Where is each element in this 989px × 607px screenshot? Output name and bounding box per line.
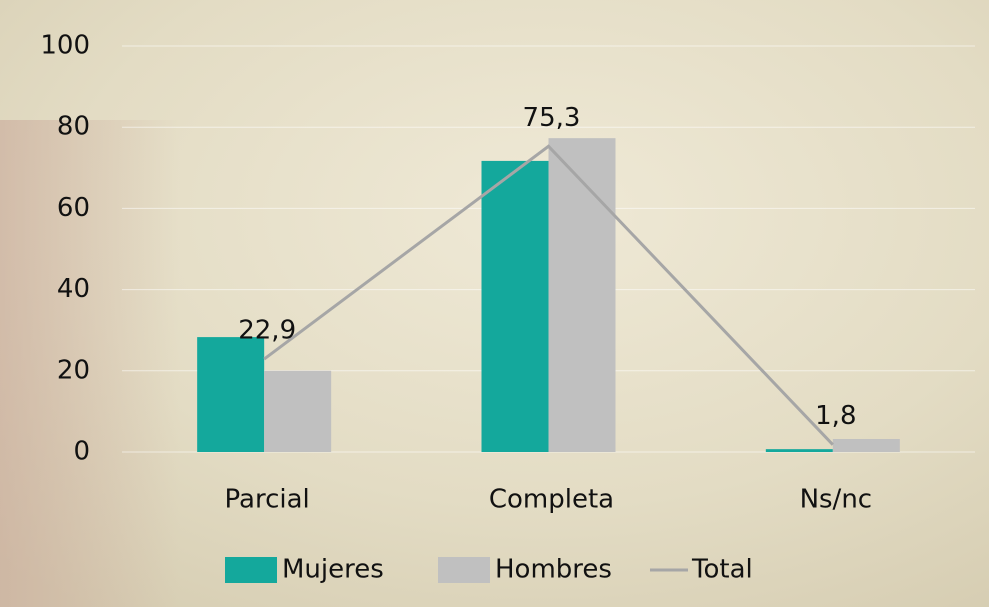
background-shade [0,120,180,607]
legend-label: Total [691,555,753,585]
bar [833,439,900,452]
data-label: 22,9 [238,316,296,346]
bar [264,371,331,452]
bar [482,161,549,452]
y-tick-label: 60 [57,193,90,223]
y-tick-label: 20 [57,355,90,385]
chart: 0 20 40 60 80 100 Parcial Completa Ns/nc 22,9 75,3… [0,0,989,607]
x-tick-label: Ns/nc [800,485,873,515]
x-tick-label: Completa [489,485,614,515]
data-label: 1,8 [815,401,856,431]
data-label: 75,3 [523,103,581,133]
y-tick-label: 80 [57,112,90,142]
y-tick-label: 0 [73,437,90,467]
y-tick-label: 40 [57,274,90,304]
bar [197,337,264,452]
y-tick-label: 100 [40,31,90,61]
x-tick-label: Parcial [225,485,310,515]
bar [549,138,616,452]
bar [766,449,833,452]
legend-label: Hombres [495,555,612,585]
legend-label: Mujeres [282,555,384,585]
page: 0 20 40 60 80 100 Parcial Completa Ns/nc 22,9 75,3… [0,0,989,607]
legend-swatch [225,557,277,583]
legend-swatch [438,557,490,583]
